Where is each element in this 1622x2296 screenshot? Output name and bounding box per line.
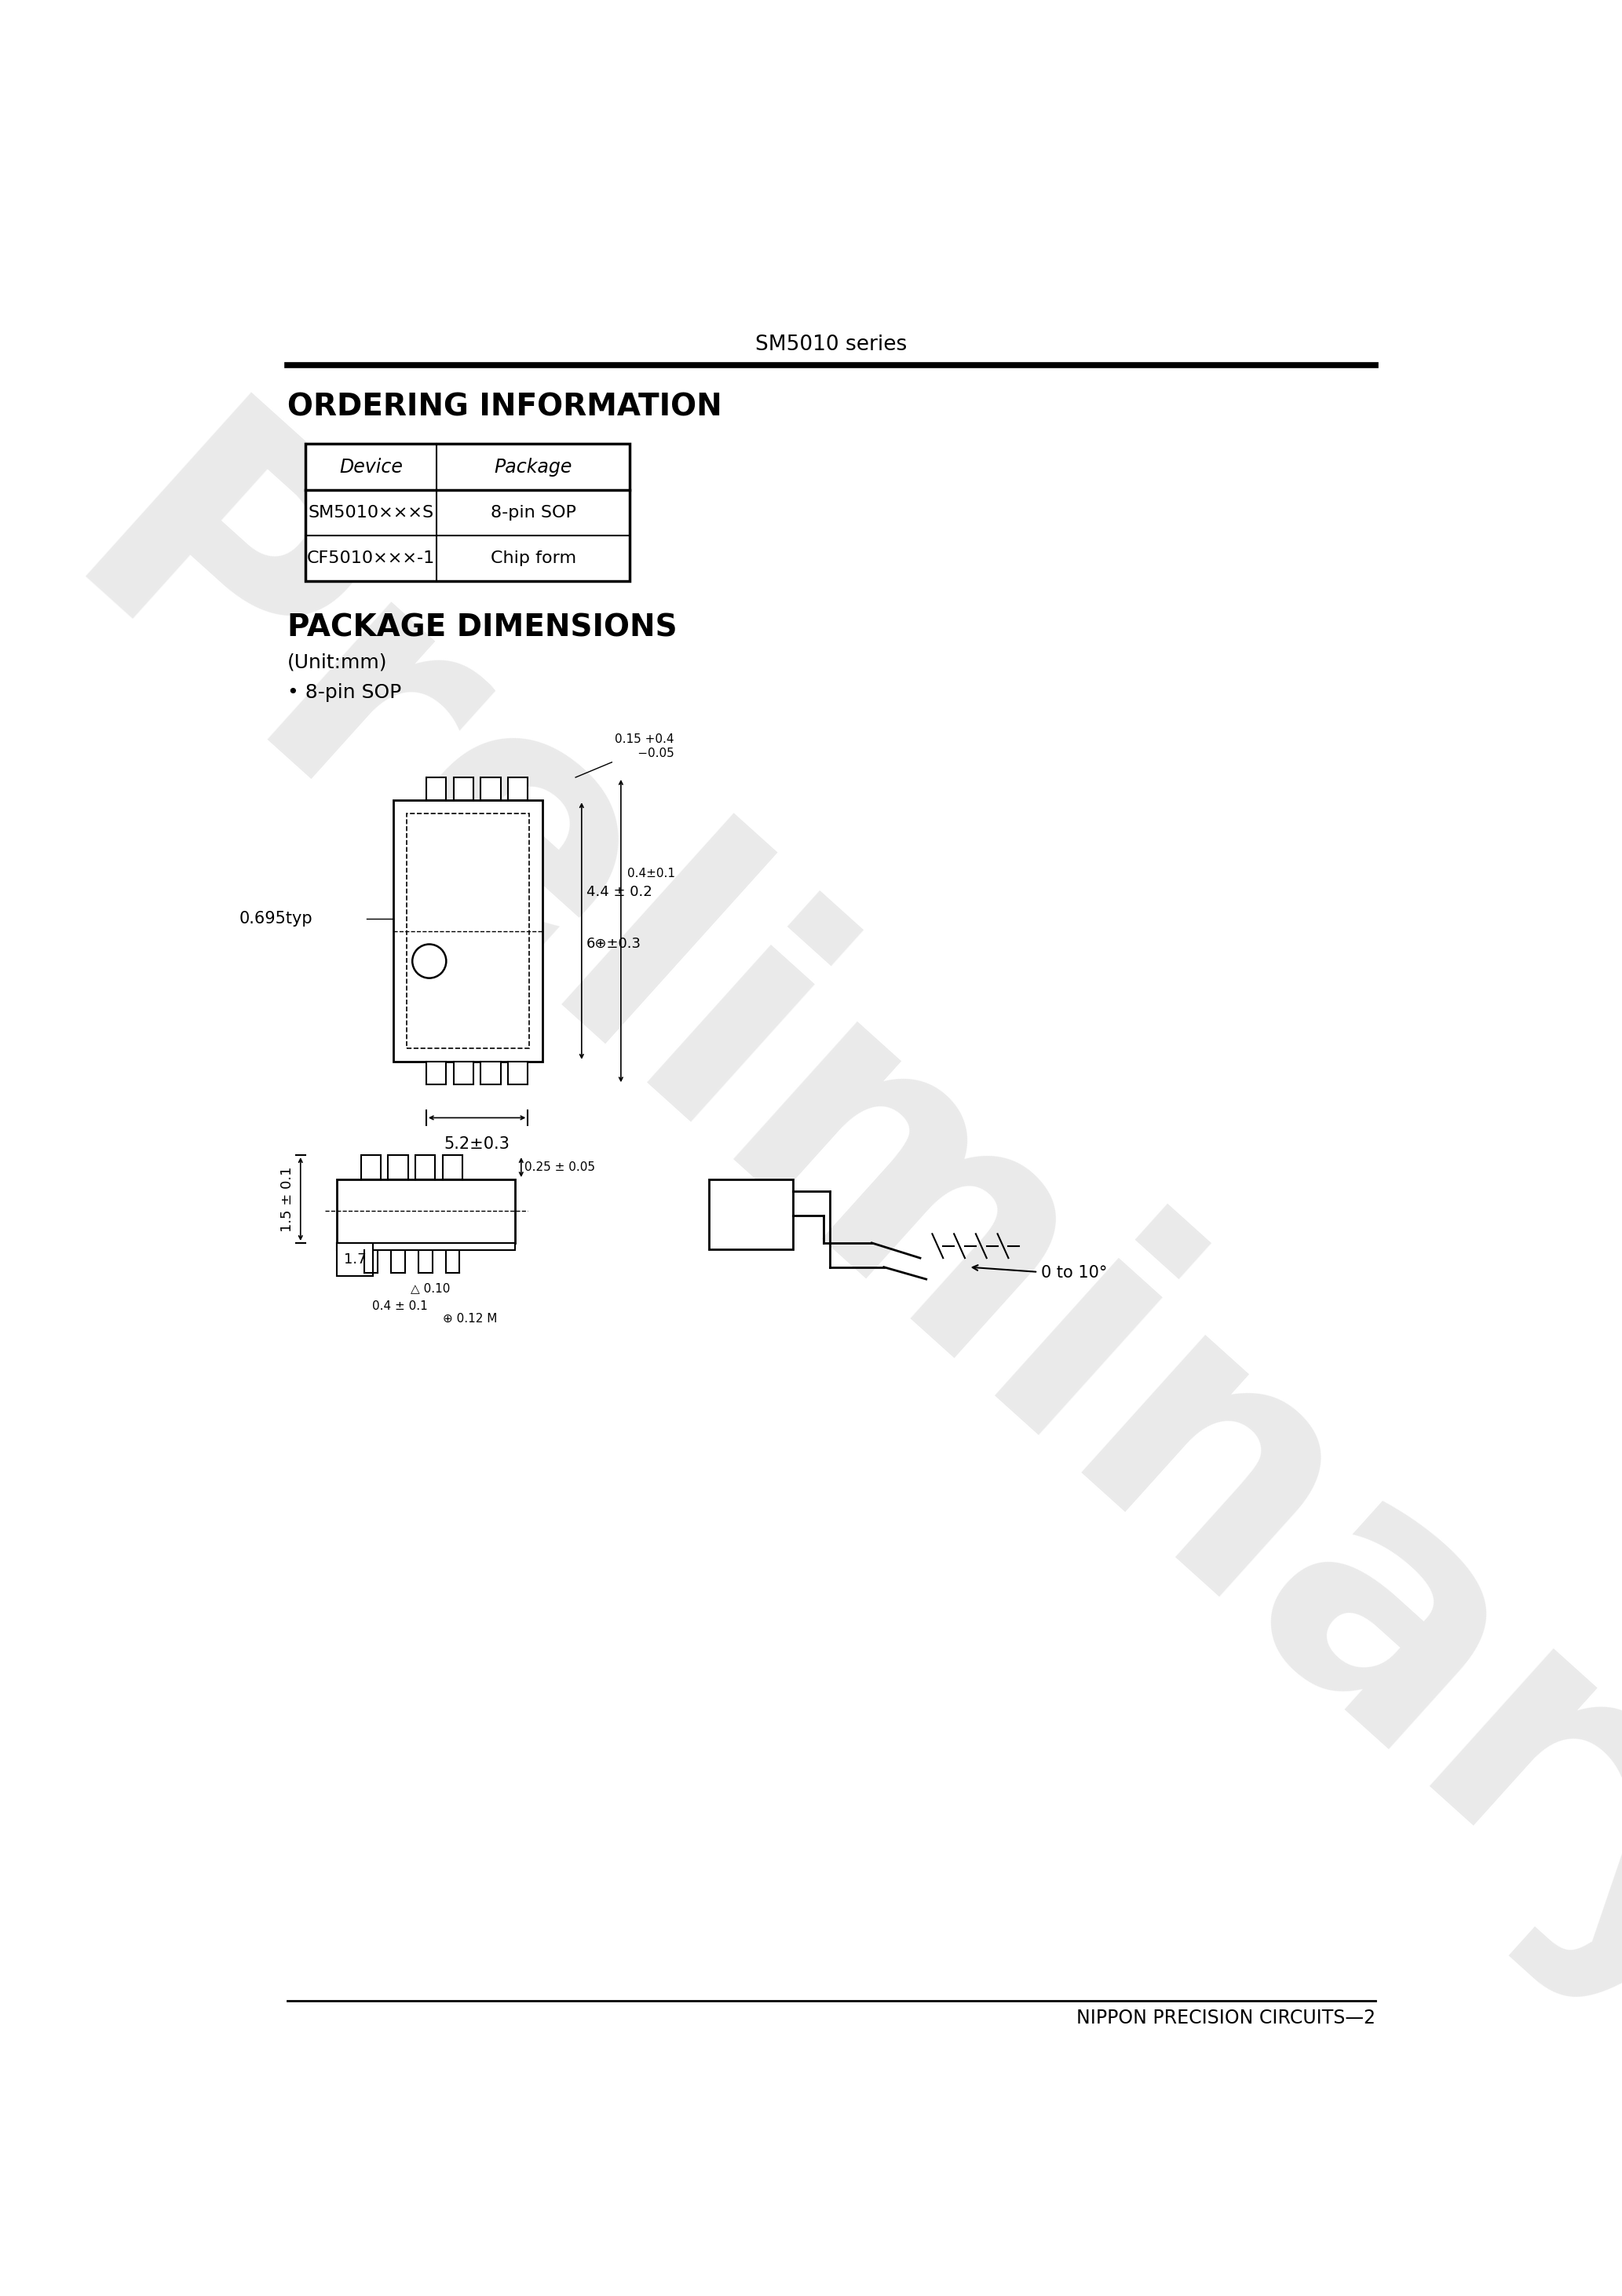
Text: △ 0.10: △ 0.10 (410, 1281, 451, 1295)
Text: CF5010×××-1: CF5010×××-1 (307, 551, 435, 567)
Bar (337, 1242, 373, 1277)
Text: Device: Device (339, 457, 402, 475)
Text: NIPPON PRECISION CIRCUITS—2: NIPPON PRECISION CIRCUITS—2 (1077, 2009, 1375, 2027)
Text: 4.4 ± 0.2: 4.4 ± 0.2 (587, 884, 652, 898)
Bar (508, 1061, 527, 1084)
Bar (709, 1180, 793, 1249)
Text: 0 to 10°: 0 to 10° (1041, 1265, 1108, 1281)
Text: 0.4 ± 0.1: 0.4 ± 0.1 (373, 1300, 428, 1311)
Bar (480, 778, 501, 801)
Bar (415, 1155, 435, 1180)
Text: SM5010×××S: SM5010×××S (308, 505, 433, 521)
Bar (305, 443, 629, 581)
Bar (406, 813, 529, 1049)
Bar (454, 778, 474, 801)
Text: 0.15 +0.4
      −0.05: 0.15 +0.4 −0.05 (615, 735, 675, 760)
Bar (443, 1155, 462, 1180)
Bar (508, 778, 527, 801)
Text: 5.2±0.3: 5.2±0.3 (444, 1137, 509, 1153)
Text: PACKAGE DIMENSIONS: PACKAGE DIMENSIONS (287, 613, 676, 643)
Text: 1.5 ± 0.1: 1.5 ± 0.1 (281, 1166, 295, 1233)
Bar (362, 1155, 381, 1180)
Text: • 8-pin SOP: • 8-pin SOP (287, 684, 401, 703)
Text: 8-pin SOP: 8-pin SOP (490, 505, 576, 521)
Bar (427, 1061, 446, 1084)
Bar (388, 1155, 409, 1180)
Text: 0.695typ: 0.695typ (238, 912, 313, 928)
Text: 0.25 ± 0.05: 0.25 ± 0.05 (524, 1162, 595, 1173)
Bar (393, 801, 542, 1061)
Text: 6⊕±0.3: 6⊕±0.3 (587, 937, 641, 951)
Text: Chip form: Chip form (490, 551, 576, 567)
Text: 1.7: 1.7 (344, 1251, 367, 1267)
Text: (Unit:mm): (Unit:mm) (287, 652, 388, 673)
Text: SM5010 series: SM5010 series (756, 335, 907, 356)
Text: ⊕ 0.12 M: ⊕ 0.12 M (443, 1313, 496, 1325)
Text: ORDERING INFORMATION: ORDERING INFORMATION (287, 393, 722, 422)
Bar (480, 1061, 501, 1084)
Bar (454, 1061, 474, 1084)
Text: 0.4±0.1: 0.4±0.1 (628, 868, 675, 879)
Text: Preliminary: Preliminary (5, 383, 1622, 2101)
Bar (427, 778, 446, 801)
Bar (337, 1180, 516, 1242)
Text: Package: Package (495, 457, 573, 475)
Bar (337, 1242, 516, 1251)
